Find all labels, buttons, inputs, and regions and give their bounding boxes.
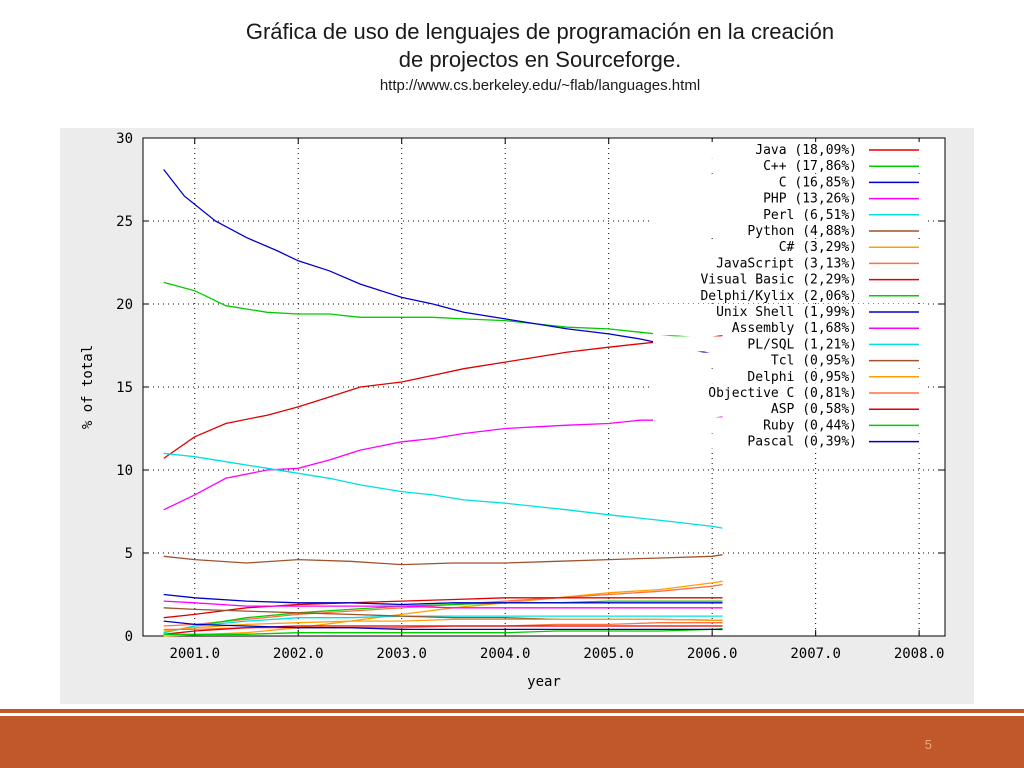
legend-label: Java (18,09%) (755, 143, 857, 158)
legend-bg (653, 206, 925, 222)
legend-label: Objective C (0,81%) (708, 386, 857, 401)
legend-label: Visual Basic (2,29%) (700, 273, 857, 288)
legend-bg (653, 287, 925, 303)
legend-bg (653, 190, 925, 206)
series-line-1 (163, 281, 723, 340)
legend-bg (653, 320, 925, 336)
legend-label: JavaScript (3,13%) (716, 256, 857, 271)
series-line-4 (163, 452, 723, 529)
x-tick-label: 2004.0 (480, 646, 531, 662)
series-line-10 (163, 593, 723, 606)
legend-bg (653, 239, 925, 255)
legend-bg (653, 158, 925, 174)
y-tick-label: 25 (116, 214, 133, 230)
series-line-17 (163, 628, 723, 635)
y-tick-label: 20 (116, 297, 133, 313)
legend-bg (653, 417, 925, 433)
legend-label: C (16,85%) (779, 175, 857, 190)
legend-label: PHP (13,26%) (763, 192, 857, 207)
x-tick-label: 2005.0 (583, 646, 634, 662)
legend-label: Python (4,88%) (747, 224, 857, 239)
legend-label: C# (3,29%) (779, 240, 857, 255)
footer-band (0, 716, 1024, 768)
legend-label: Perl (6,51%) (763, 208, 857, 223)
legend-bg (653, 401, 925, 417)
y-tick-label: 10 (116, 463, 133, 479)
x-tick-label: 2001.0 (169, 646, 220, 662)
title-line-2: de projectos en Sourceforge. (398, 47, 682, 72)
series-line-3 (163, 416, 723, 511)
y-axis-label: % of total (80, 345, 96, 429)
x-tick-label: 2007.0 (790, 646, 841, 662)
page-number: 5 (924, 737, 932, 752)
x-tick-label: 2006.0 (687, 646, 738, 662)
series-line-14 (163, 618, 723, 632)
series-line-9 (163, 600, 723, 634)
legend-label: Unix Shell (1,99%) (716, 305, 857, 320)
legend-bg (653, 255, 925, 271)
legend-label: ASP (0,58%) (771, 402, 857, 417)
series-line-11 (163, 600, 723, 609)
series-line-6 (163, 580, 723, 637)
legend-label: Tcl (0,95%) (771, 354, 857, 369)
series-line-12 (163, 615, 723, 634)
line-chart: 0 5 10 15 20 25 30 2001.0 2002.0 2003.0 2004.0 2005… (80, 131, 946, 690)
legend-label: Pascal (0,39%) (747, 435, 857, 450)
legend-label: Delphi (0,95%) (747, 370, 857, 385)
legend-bg (653, 433, 925, 449)
legend-bg (653, 368, 925, 384)
legend-bg (653, 336, 925, 352)
y-tick-label: 0 (125, 629, 133, 645)
series-line-8 (163, 597, 723, 619)
title-line-1: Gráfica de uso de lenguajes de programac… (245, 19, 835, 44)
legend-label: Ruby (0,44%) (763, 418, 857, 433)
series-line-16 (163, 625, 723, 635)
series-line-0 (163, 334, 723, 459)
legend-label: Delphi/Kylix (2,06%) (700, 289, 857, 304)
legend-bg (653, 271, 925, 287)
x-tick-label: 2008.0 (894, 646, 945, 662)
legend-bg (653, 174, 925, 190)
legend-bg (653, 223, 925, 238)
legend-bg (653, 304, 925, 319)
legend-label: C++ (17,86%) (763, 159, 857, 174)
y-tick-label: 15 (116, 380, 133, 396)
x-tick-label: 2003.0 (376, 646, 427, 662)
chart-panel: 0 5 10 15 20 25 30 2001.0 2002.0 2003.0 2004.0 2005… (60, 128, 974, 704)
footer-line (0, 709, 1024, 713)
legend-label: Assembly (1,68%) (732, 321, 857, 336)
legend-bg (653, 385, 925, 400)
legend-bg (653, 352, 925, 368)
legend-label: PL/SQL (1,21%) (747, 337, 857, 352)
y-tick-label: 30 (116, 131, 133, 147)
y-tick-label: 5 (125, 546, 133, 562)
source-url: http://www.cs.berkeley.edu/~flab/languag… (379, 77, 701, 94)
series-line-5 (163, 554, 723, 566)
x-axis-label: year (527, 674, 561, 690)
series-line-2 (163, 169, 723, 358)
series-line-18 (163, 620, 723, 631)
legend-bg (653, 142, 925, 157)
slide-title: Gráfica de uso de lenguajes de programac… (130, 18, 950, 96)
x-tick-label: 2002.0 (273, 646, 324, 662)
